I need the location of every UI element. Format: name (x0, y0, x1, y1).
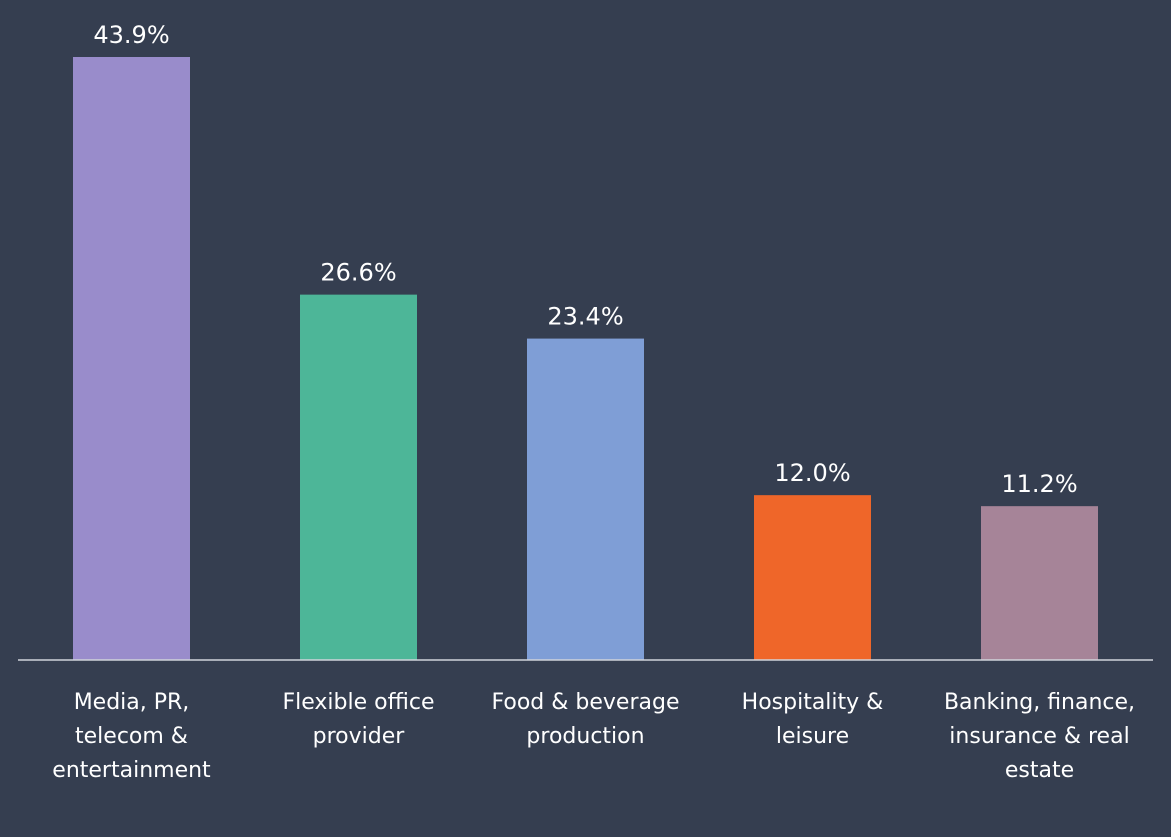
x-tick-label: Food & beverage production (491, 690, 680, 749)
x-tick-label: Banking, finance, insurance & real estat… (943, 690, 1136, 783)
x-tick-label: Flexible office provider (282, 690, 435, 749)
value-label: 12.0% (774, 459, 850, 487)
bar (300, 294, 417, 660)
value-label: 23.4% (547, 303, 623, 331)
value-label: 26.6% (320, 259, 396, 287)
bar (981, 506, 1098, 660)
bar (754, 495, 871, 660)
x-tick-label: Media, PR, telecom & entertainment (52, 690, 211, 783)
value-label: 11.2% (1001, 470, 1077, 498)
x-tick-label: Hospitality & leisure (741, 690, 884, 749)
bar (73, 57, 190, 660)
value-label: 43.9% (93, 21, 169, 49)
bar (527, 338, 644, 660)
